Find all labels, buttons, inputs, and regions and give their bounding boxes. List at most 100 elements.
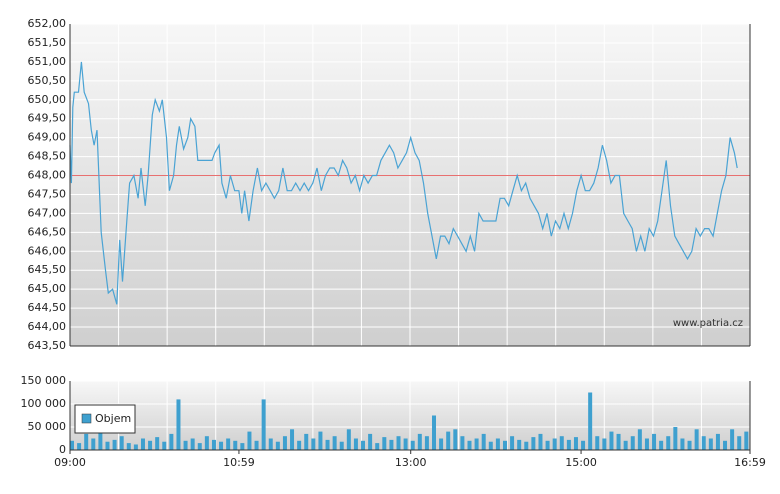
volume-bar — [460, 436, 465, 450]
volume-bar — [84, 433, 89, 450]
volume-bar — [70, 440, 74, 450]
volume-bar — [595, 436, 600, 450]
y-tick-label: 651,50 — [28, 36, 67, 49]
volume-bar — [311, 438, 316, 450]
volume-bar — [410, 440, 415, 450]
volume-bar — [701, 436, 706, 450]
volume-bar — [488, 441, 493, 450]
y-tick-label: 645,50 — [28, 263, 67, 276]
y-tick-label: 644,00 — [28, 320, 67, 333]
volume-bar — [275, 441, 280, 450]
volume-bar — [126, 443, 131, 450]
volume-bar — [531, 437, 536, 450]
volume-bar — [708, 438, 713, 450]
volume-bar — [318, 431, 323, 450]
volume-bar — [148, 440, 153, 450]
volume-bar — [290, 429, 295, 450]
volume-bar — [91, 438, 96, 450]
x-tick-label: 09:00 — [54, 456, 86, 469]
volume-bar — [723, 440, 728, 450]
y-tick-label: 647,50 — [28, 187, 67, 200]
volume-bar — [211, 439, 216, 450]
volume-bar — [162, 441, 167, 450]
volume-bar — [339, 441, 344, 450]
volume-bar — [353, 438, 358, 450]
volume-bar — [133, 444, 138, 450]
volume-bar — [304, 433, 309, 450]
x-tick-label: 13:00 — [395, 456, 427, 469]
volume-bar — [368, 433, 373, 450]
y-tick-label: 648,50 — [28, 150, 67, 163]
volume-bar — [623, 440, 628, 450]
volume-bar — [616, 433, 621, 450]
volume-bar — [389, 439, 394, 450]
volume-bar — [602, 438, 607, 450]
volume-bar — [474, 438, 479, 450]
volume-bar — [375, 443, 380, 450]
x-tick-label: 16:59 — [734, 456, 766, 469]
volume-bar — [403, 438, 408, 450]
price-line — [69, 61, 738, 305]
watermark: www.patria.cz — [673, 318, 743, 329]
volume-bar — [240, 443, 245, 450]
volume-bar — [325, 439, 330, 450]
volume-bar — [183, 440, 188, 450]
volume-bar — [694, 429, 699, 450]
volume-bar — [112, 439, 117, 450]
volume-bar — [566, 439, 571, 450]
volume-bar — [609, 431, 614, 450]
y-tick-label: 652,00 — [28, 17, 67, 30]
volume-bar — [77, 443, 82, 450]
volume-bar — [588, 392, 593, 450]
volume-bar — [744, 431, 749, 450]
volume-bar — [559, 436, 564, 450]
layer: 643,50 644,00 644,50 645,00 645,50 646,00 646,… — [21, 17, 766, 469]
volume-bar — [204, 436, 209, 450]
volume-bar — [332, 436, 337, 450]
volume-bar — [254, 440, 259, 450]
volume-bar — [630, 436, 635, 450]
volume-bar — [297, 440, 302, 450]
volume-bar — [140, 438, 145, 450]
volume-bar — [730, 429, 735, 450]
volume-bar — [155, 437, 160, 450]
y-tick-label: 646,00 — [28, 244, 67, 257]
y-tick-label: 643,50 — [28, 339, 67, 352]
y-tick-label: 100 000 — [21, 397, 67, 410]
volume-bar — [481, 433, 486, 450]
x-tick-label: 10:59 — [223, 456, 255, 469]
volume-bar — [517, 439, 522, 450]
volume-bar — [545, 440, 550, 450]
volume-bar — [659, 440, 664, 450]
y-tick-label: 648,00 — [28, 169, 67, 182]
volume-bar — [467, 440, 472, 450]
y-tick-label: 644,50 — [28, 301, 67, 314]
volume-bar — [197, 443, 202, 450]
volume-bar — [680, 438, 685, 450]
volume-bar — [453, 429, 458, 450]
volume-bar — [737, 436, 742, 450]
volume-bar — [552, 438, 557, 450]
volume-bar — [715, 433, 720, 450]
volume-bar — [573, 437, 578, 450]
volume-bar — [396, 436, 401, 450]
volume-bar — [119, 436, 124, 450]
volume-bar — [247, 431, 252, 450]
y-tick-label: 150 000 — [21, 374, 67, 387]
volume-bar — [510, 436, 515, 450]
volume-bar — [190, 438, 195, 450]
volume-bar — [219, 441, 224, 450]
volume-bar — [666, 436, 671, 450]
y-tick-label: 650,50 — [28, 74, 67, 87]
volume-bar — [346, 429, 351, 450]
volume-bar — [432, 415, 437, 450]
volume-bar — [439, 438, 444, 450]
y-tick-label: 0 — [59, 443, 66, 456]
volume-bar — [502, 440, 507, 450]
volume-bar — [524, 441, 529, 450]
y-tick-label: 649,00 — [28, 131, 67, 144]
volume-bar — [105, 441, 110, 450]
y-tick-label: 649,50 — [28, 112, 67, 125]
volume-bar — [226, 438, 231, 450]
volume-bar — [282, 436, 287, 450]
